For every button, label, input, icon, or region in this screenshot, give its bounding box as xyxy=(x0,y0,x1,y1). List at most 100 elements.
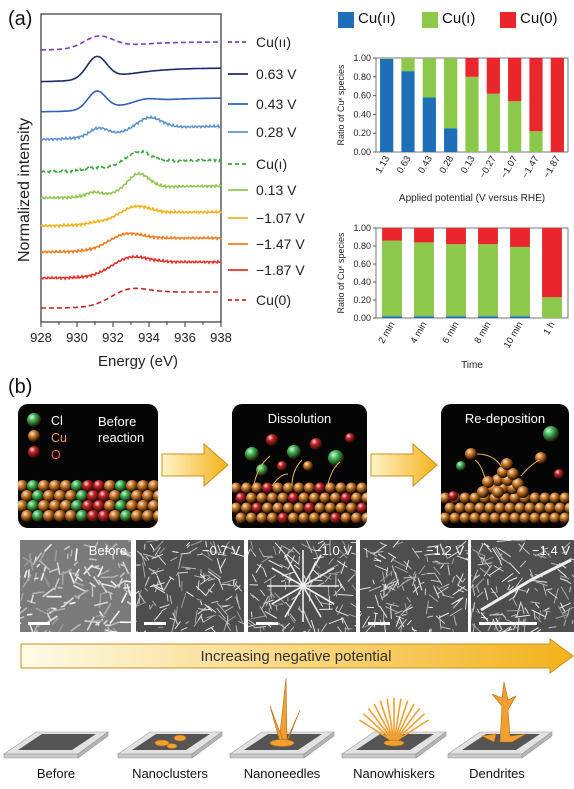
morphology-label: Nanowhiskers xyxy=(353,766,435,781)
bar-segment xyxy=(510,246,530,317)
sem-image: −1.4 V xyxy=(471,540,574,632)
bar-xtick-label: −1.07 xyxy=(499,154,521,180)
bar-segment xyxy=(422,58,436,98)
bar-ytick-label: 0.00 xyxy=(353,313,371,323)
bar-xtick-label: 1.13 xyxy=(373,154,392,176)
morphology-label: Before xyxy=(36,766,76,781)
xas-xlabel: Energy (eV) xyxy=(98,353,178,370)
legend-cu-label: Cu xyxy=(51,431,67,445)
tile-redeposition: Re-deposition xyxy=(441,404,569,528)
sem-image-label: Before xyxy=(88,543,127,558)
bar-segment xyxy=(486,58,500,94)
xas-curve xyxy=(40,170,222,201)
xas-curve xyxy=(40,149,222,174)
xas-curve xyxy=(41,287,221,309)
bar-xtick-label: 0.13 xyxy=(459,154,478,176)
bar-segment xyxy=(444,128,458,152)
bar-segment xyxy=(486,93,500,152)
bar-segment xyxy=(478,316,498,318)
xas-spectra-chart: 928 930 932 934 936 938 Normalized intensity … xyxy=(16,13,305,370)
xas-xtick-label: 932 xyxy=(102,330,124,345)
bar-segment xyxy=(550,58,564,152)
bar-segment xyxy=(401,58,415,72)
xas-curve xyxy=(41,35,221,51)
xas-xtick-label: 928 xyxy=(30,330,52,345)
negative-potential-arrow: Increasing negative potential xyxy=(20,638,574,674)
morphology-deposit xyxy=(358,698,430,747)
xas-xtick-label: 936 xyxy=(174,330,196,345)
bar-ytick-label: 0.20 xyxy=(353,295,371,305)
morphology-substrate xyxy=(117,731,223,759)
legend-o-label: O xyxy=(51,448,61,462)
bar-segment xyxy=(465,76,479,152)
xas-curve xyxy=(40,114,222,142)
bar-segment xyxy=(422,97,436,152)
bar-segment xyxy=(446,316,466,318)
bar-legend-swatch xyxy=(422,12,438,28)
xas-legend-label: 0.28 V xyxy=(256,124,297,140)
arrow-to-dissolution xyxy=(161,442,229,488)
bar-ytick-label: 0.60 xyxy=(353,259,371,269)
bar-xtick-label: 10 min xyxy=(502,320,526,350)
bar-segment xyxy=(510,228,530,247)
bar-segment xyxy=(529,58,543,132)
morphology-substrate xyxy=(447,731,553,759)
bar-segment xyxy=(446,228,466,245)
morphology-deposit xyxy=(269,677,301,747)
bar-xtick-label: 0.28 xyxy=(437,154,456,176)
bar-xtick-label: 6 min xyxy=(440,320,461,346)
sem-image-label: −1.4 V xyxy=(532,543,570,558)
bar-ytick-label: 0.40 xyxy=(353,277,371,287)
before-reaction-label: Before reaction xyxy=(98,414,145,445)
bar-xtick-label: −1.87 xyxy=(541,154,563,180)
morphology-label: Dendrites xyxy=(469,766,525,781)
bar-xlabel: Applied potential (V versus RHE) xyxy=(399,193,545,204)
bar-legend-label: Cu(0) xyxy=(520,10,558,27)
xas-curve xyxy=(41,231,222,255)
bar-chart-time: 0.00 0.20 0.40 0.60 0.80 1.00 Ratio of Cuˣ spe… xyxy=(336,223,569,371)
bar-segment xyxy=(380,58,394,152)
morphology-deposit xyxy=(154,734,187,749)
xas-legend-label: 0.43 V xyxy=(256,96,297,112)
xas-curve xyxy=(41,55,221,83)
bar-ytick-label: 0.80 xyxy=(353,241,371,251)
xas-legend-label: Cu(0) xyxy=(256,292,291,308)
bar-ytick-label: 0.80 xyxy=(353,72,371,82)
xas-legend-label: 0.63 V xyxy=(256,66,297,82)
bar-segment xyxy=(508,58,522,102)
xas-xtick-label: 930 xyxy=(66,330,88,345)
xas-curve xyxy=(40,204,222,229)
bar-segment xyxy=(510,316,530,318)
dissolution-illustration xyxy=(232,433,367,524)
bar-ylabel: Ratio of Cuˣ species xyxy=(336,232,346,313)
redeposition-label: Re-deposition xyxy=(464,411,546,426)
bar-legend-swatch xyxy=(338,12,354,28)
morphology-substrate xyxy=(3,731,109,759)
bar-ytick-label: 1.00 xyxy=(353,53,371,63)
legend-cl-label: Cl xyxy=(51,414,63,428)
xas-xtick-label: 938 xyxy=(210,330,232,345)
xas-legend-label: Cu(ı) xyxy=(256,156,287,172)
morphology-illustrations xyxy=(3,677,553,759)
bar-segment xyxy=(508,101,522,152)
bar-segment xyxy=(444,58,458,129)
bar-ytick-label: 0.60 xyxy=(353,91,371,101)
bar-xtick-label: 4 min xyxy=(408,320,429,346)
bar-legend: Cu(ıı) Cu(ı) Cu(0) xyxy=(338,10,574,30)
morphology-label: Nanoclusters xyxy=(132,766,208,781)
sem-image-label: −0.7 V xyxy=(202,543,240,558)
before-reaction-illustration xyxy=(18,413,158,522)
bar-xtick-label: −0.27 xyxy=(477,154,499,180)
panel-a-label: (a) xyxy=(8,8,33,30)
tile-dissolution: Dissolution xyxy=(232,404,367,528)
sem-image: −0.7 V xyxy=(136,540,244,632)
dissolution-label: Dissolution xyxy=(267,411,332,426)
xas-legend-label: 0.13 V xyxy=(256,182,297,198)
bar-xtick-label: 1 h xyxy=(541,320,557,337)
bar-xtick-label: 8 min xyxy=(472,320,493,346)
bar-ylabel: Ratio of Cuˣ species xyxy=(336,64,346,145)
bar-legend-label: Cu(ı) xyxy=(442,10,476,27)
bar-segment xyxy=(478,228,498,245)
bar-xtick-label: 0.43 xyxy=(416,154,435,176)
bar-segment xyxy=(542,297,562,318)
